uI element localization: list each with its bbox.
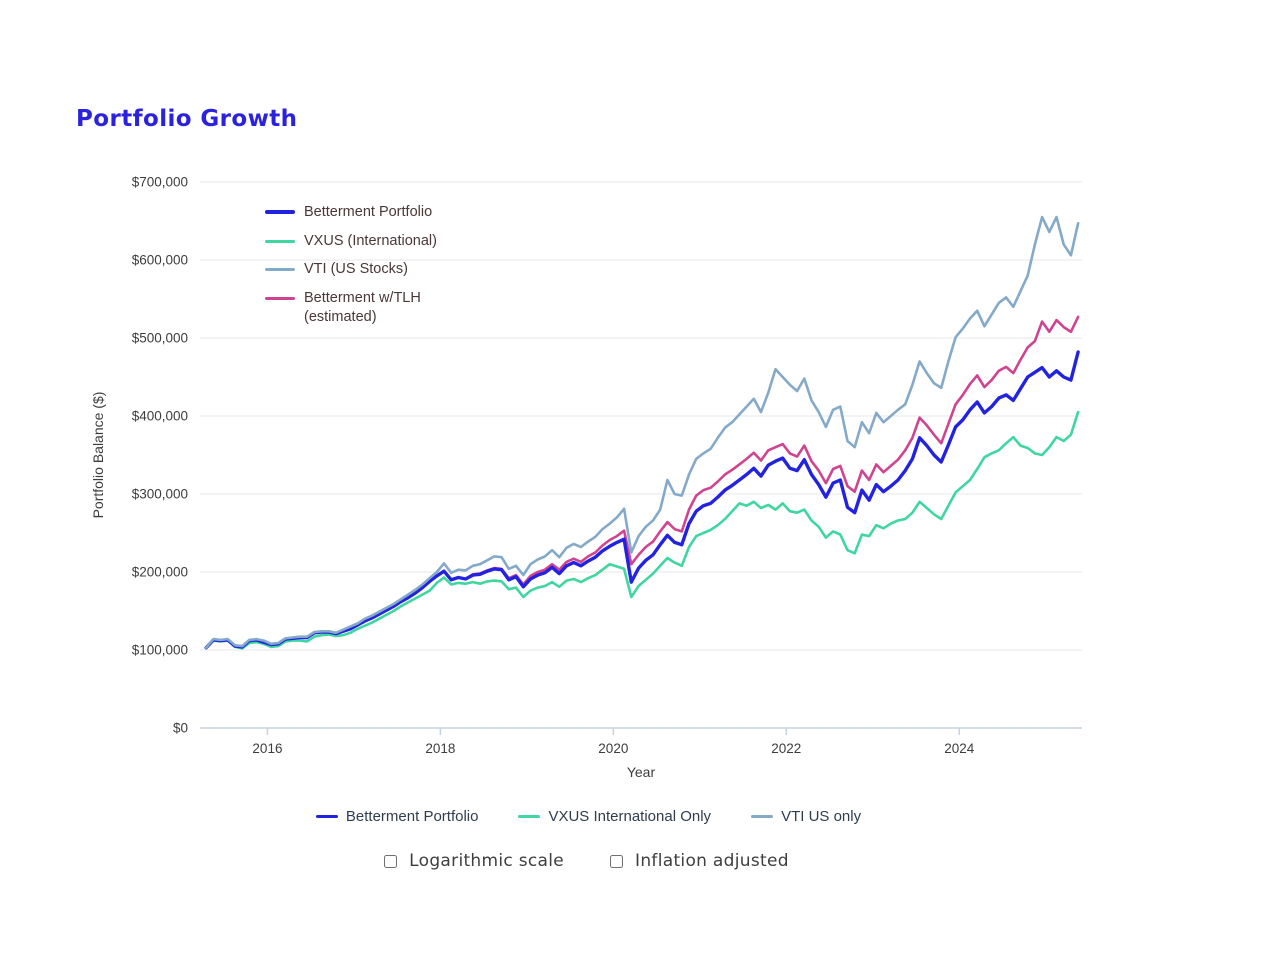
legend-item-betterment-tlh: Betterment w/TLH (estimated): [265, 289, 437, 328]
bottom-legend-label: VXUS International Only: [548, 808, 712, 825]
legend-swatch-betterment-tlh: [265, 296, 295, 300]
y-tick-label: $400,000: [132, 409, 188, 424]
y-tick-label: $600,000: [132, 253, 188, 268]
legend-swatch-vxus: [265, 239, 295, 243]
logarithmic-scale-control: Logarithmic scale: [384, 851, 564, 871]
series-line-vti-us-stocks: [204, 215, 1080, 650]
bottom-legend-item-betterment: Betterment Portfolio: [315, 808, 479, 825]
x-axis-title: Year: [627, 764, 656, 780]
legend-label: VTI (US Stocks): [304, 261, 408, 278]
x-tick-label: 2016: [252, 741, 282, 756]
bottom-legend-swatch-betterment: [315, 815, 338, 818]
y-tick-label: $200,000: [132, 565, 188, 580]
inflation-adjusted-checkbox[interactable]: [610, 854, 624, 868]
legend-label: Betterment Portfolio: [304, 204, 433, 220]
y-tick-label: $300,000: [132, 487, 188, 502]
inflation-adjusted-control: Inflation adjusted: [610, 851, 789, 871]
legend-label: Betterment w/TLH (estimated): [304, 289, 421, 326]
bottom-legend-item-vxus: VXUS International Only: [518, 808, 711, 825]
y-tick-label: $100,000: [132, 643, 188, 658]
chart-legend: Betterment Portfolio VXUS (International…: [265, 203, 437, 328]
y-tick-label: $500,000: [132, 331, 188, 346]
legend-item-betterment: Betterment Portfolio: [265, 203, 437, 223]
logarithmic-scale-checkbox[interactable]: [384, 854, 398, 868]
y-axis-title: Portfolio Balance ($): [90, 392, 106, 519]
legend-swatch-betterment: [265, 210, 295, 214]
bottom-legend-item-vti: VTI US only: [751, 808, 861, 825]
legend-label: VXUS (International): [304, 232, 437, 249]
bottom-legend-swatch-vxus: [518, 815, 541, 818]
bottom-legend-swatch-vti: [751, 815, 774, 818]
x-tick-label: 2022: [771, 741, 801, 756]
y-tick-label: $700,000: [132, 175, 188, 190]
legend-item-vti: VTI (US Stocks): [265, 260, 437, 280]
x-tick-label: 2020: [598, 741, 628, 756]
page-title: Portfolio Growth: [76, 106, 298, 132]
series-line-betterment-portfolio: [204, 350, 1080, 650]
bottom-legend: Betterment Portfolio VXUS International …: [0, 808, 1222, 825]
x-tick-label: 2024: [944, 741, 975, 756]
series-line-vxus-international: [204, 410, 1080, 650]
legend-item-vxus: VXUS (International): [265, 232, 437, 252]
bottom-legend-label: VTI US only: [781, 808, 862, 825]
chart-options: Logarithmic scale Inflation adjusted: [0, 851, 1220, 871]
inflation-adjusted-label[interactable]: Inflation adjusted: [635, 851, 789, 871]
x-tick-label: 2018: [425, 741, 455, 756]
y-tick-label: $0: [173, 721, 188, 736]
bottom-legend-label: Betterment Portfolio: [345, 808, 479, 825]
legend-swatch-vti: [265, 268, 295, 272]
logarithmic-scale-label[interactable]: Logarithmic scale: [409, 851, 565, 871]
